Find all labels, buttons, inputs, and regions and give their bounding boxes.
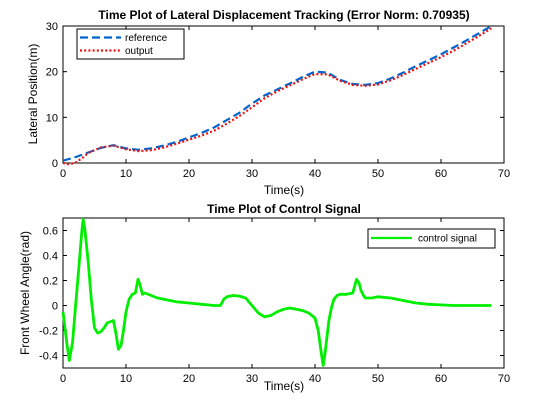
x-tick-label: 60 xyxy=(435,168,447,180)
y-tick-label: 20 xyxy=(46,67,58,79)
legend-label-output: output xyxy=(125,46,153,57)
legend-label-control-signal: control signal xyxy=(418,234,477,245)
y-axis-label: Lateral Position(m) xyxy=(26,44,40,145)
x-axis-label: Time(s) xyxy=(264,183,304,197)
control-signal-plot: Time Plot of Control Signal 0 10 20 30 40 50 6… xyxy=(18,202,510,393)
x-tick-label: 70 xyxy=(498,168,510,180)
series-lines xyxy=(62,25,492,166)
x-tick-label: 50 xyxy=(372,373,384,385)
lateral-displacement-plot: Time Plot of Lateral Displacement Tracki… xyxy=(26,8,510,197)
y-tick-label: 0.2 xyxy=(43,276,58,288)
y-axis-label: Front Wheel Angle(rad) xyxy=(18,231,32,355)
y-tick-label: 0 xyxy=(52,158,58,170)
y-tick-label: -0.2 xyxy=(39,326,58,338)
axis-ticks: 0 10 20 30 40 50 60 70 0 10 20 30 xyxy=(46,21,510,180)
legend: reference output xyxy=(76,28,185,60)
x-tick-label: 50 xyxy=(372,168,384,180)
x-tick-label: 70 xyxy=(498,373,510,385)
x-tick-label: 20 xyxy=(183,373,195,385)
legend: control signal xyxy=(367,228,496,249)
x-tick-label: 40 xyxy=(309,373,321,385)
y-tick-label: 0 xyxy=(52,301,58,313)
legend-label-reference: reference xyxy=(125,33,168,44)
y-tick-label: -0.4 xyxy=(39,351,58,363)
x-tick-label: 30 xyxy=(246,168,258,180)
y-tick-label: 10 xyxy=(46,112,58,124)
y-tick-label: 0.6 xyxy=(43,226,58,238)
x-axis-label: Time(s) xyxy=(264,379,304,393)
plot-title: Time Plot of Lateral Displacement Tracki… xyxy=(98,8,469,22)
x-tick-label: 10 xyxy=(120,168,132,180)
series-line-reference xyxy=(62,25,492,162)
x-tick-label: 10 xyxy=(120,373,132,385)
x-tick-label: 0 xyxy=(60,373,66,385)
series-line-output xyxy=(62,27,492,166)
series-line-control-signal xyxy=(61,217,492,367)
x-tick-label: 0 xyxy=(60,168,66,180)
x-tick-label: 30 xyxy=(246,373,258,385)
plot-title: Time Plot of Control Signal xyxy=(207,202,361,216)
series-lines xyxy=(61,217,492,367)
x-tick-label: 20 xyxy=(183,168,195,180)
y-tick-label: 0.4 xyxy=(43,251,58,263)
y-tick-label: 30 xyxy=(46,21,58,33)
legend-box xyxy=(367,228,496,249)
legend-box xyxy=(76,28,185,60)
axis-ticks: 0 10 20 30 40 50 60 70 -0.4 -0.2 0 0.2 0.4 0.6 xyxy=(39,218,510,385)
x-tick-label: 60 xyxy=(435,373,447,385)
x-tick-label: 40 xyxy=(309,168,321,180)
